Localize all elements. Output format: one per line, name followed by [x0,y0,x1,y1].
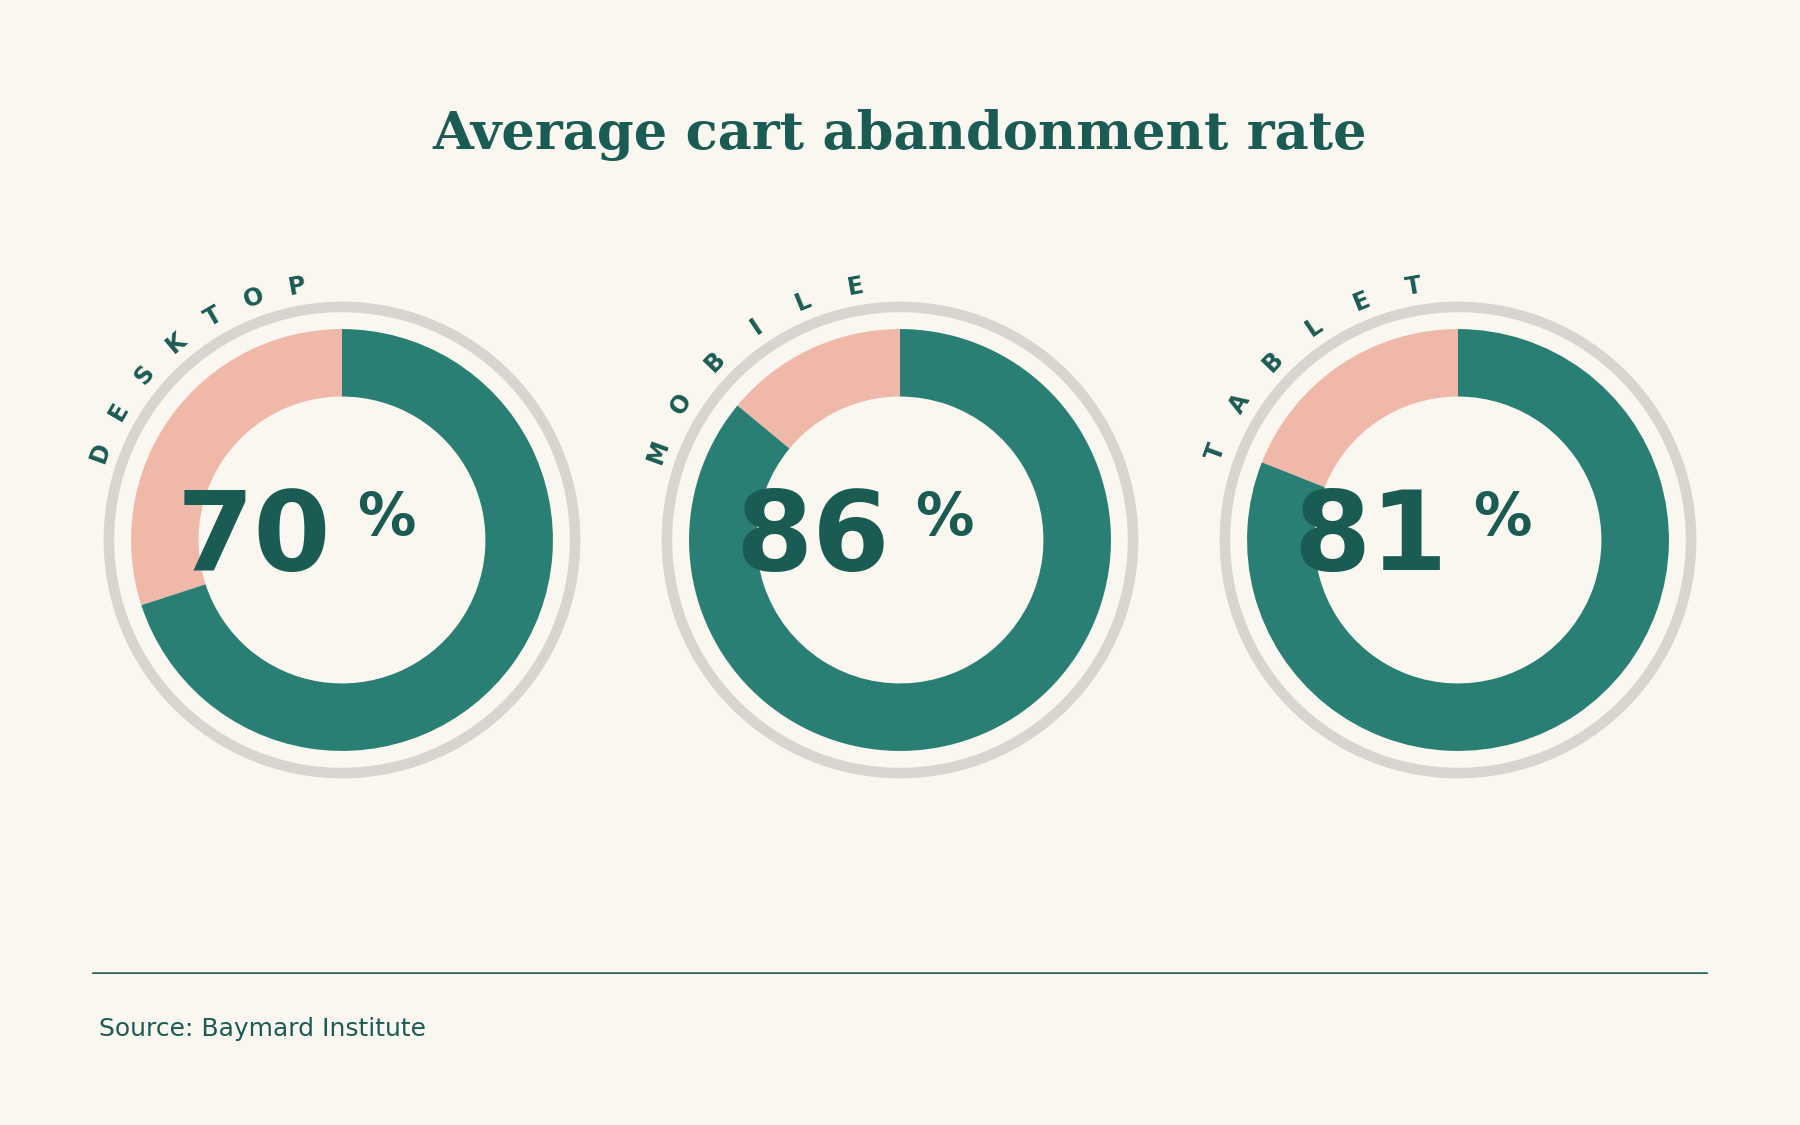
Text: O: O [666,389,697,418]
Wedge shape [1247,328,1669,750]
Text: L: L [1301,313,1327,341]
Text: Average cart abandonment rate: Average cart abandonment rate [432,109,1368,161]
Text: E: E [846,273,866,299]
Text: K: K [162,327,191,358]
Text: B: B [700,346,729,376]
Text: Source: Baymard Institute: Source: Baymard Institute [99,1017,427,1042]
Text: M: M [643,436,673,467]
Text: S: S [130,360,160,389]
Text: T: T [200,303,227,332]
Text: %: % [914,490,974,548]
Wedge shape [738,328,900,449]
Text: 70: 70 [176,486,331,594]
Text: O: O [241,284,268,313]
Wedge shape [689,328,1111,750]
Text: 86: 86 [734,486,889,594]
Wedge shape [131,328,342,605]
Text: P: P [286,273,308,300]
Text: E: E [104,398,133,424]
Text: %: % [356,490,416,548]
Text: E: E [1350,287,1373,315]
Text: %: % [1472,490,1532,548]
Wedge shape [104,302,580,778]
Text: A: A [1224,389,1255,417]
Text: T: T [1202,440,1229,463]
Text: B: B [1258,346,1287,376]
Text: 81: 81 [1292,486,1447,594]
Wedge shape [142,328,553,750]
Text: I: I [745,314,767,339]
Wedge shape [662,302,1138,778]
Text: D: D [86,439,115,466]
Wedge shape [1220,302,1696,778]
Text: T: T [1404,273,1424,299]
Text: L: L [792,288,815,315]
Wedge shape [1262,328,1458,487]
